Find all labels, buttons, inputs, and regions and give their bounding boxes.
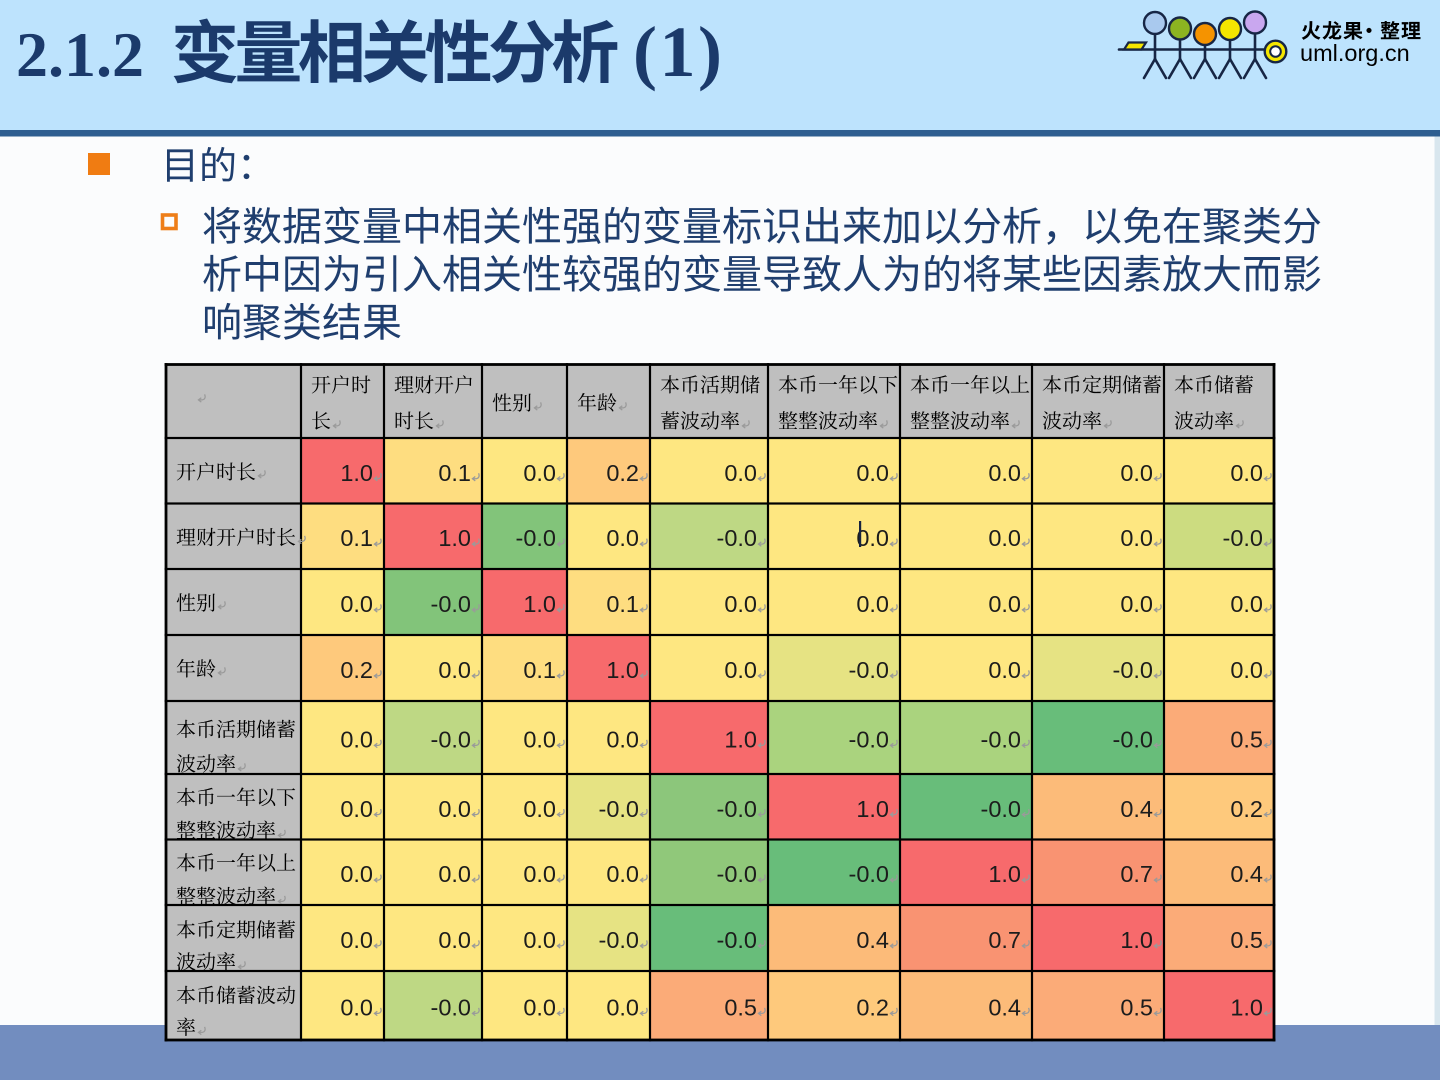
svg-text:0.0: 0.0 <box>1230 460 1263 486</box>
svg-text:-0.0: -0.0 <box>431 727 472 753</box>
svg-text:-0.0: -0.0 <box>516 525 557 551</box>
svg-text:(1): (1) <box>633 12 724 92</box>
svg-text:0.5: 0.5 <box>1230 727 1263 753</box>
svg-text:0.0: 0.0 <box>340 927 373 953</box>
svg-text:0.2: 0.2 <box>606 460 639 486</box>
svg-text:0.0: 0.0 <box>856 525 889 551</box>
svg-text:0.0: 0.0 <box>523 460 556 486</box>
svg-text:-0.0: -0.0 <box>717 525 758 551</box>
svg-text:0.0: 0.0 <box>438 861 471 887</box>
svg-text:0.0: 0.0 <box>1230 591 1263 617</box>
svg-text:0.0: 0.0 <box>340 727 373 753</box>
svg-text:0.0: 0.0 <box>724 657 757 683</box>
svg-text:0.0: 0.0 <box>988 657 1021 683</box>
svg-text:0.0: 0.0 <box>340 995 373 1021</box>
svg-text:1.0: 1.0 <box>523 591 556 617</box>
svg-text:0.1: 0.1 <box>340 525 373 551</box>
svg-text:-0.0: -0.0 <box>599 927 640 953</box>
svg-text:uml.org.cn: uml.org.cn <box>1300 40 1410 66</box>
svg-text:0.0: 0.0 <box>523 796 556 822</box>
svg-text:0.0: 0.0 <box>340 796 373 822</box>
svg-text:0.5: 0.5 <box>1230 927 1263 953</box>
svg-text:0.0: 0.0 <box>606 525 639 551</box>
svg-text:1.0: 1.0 <box>1120 927 1153 953</box>
svg-text:0.0: 0.0 <box>988 525 1021 551</box>
svg-text:0.0: 0.0 <box>523 927 556 953</box>
svg-text:0.1: 0.1 <box>523 657 556 683</box>
svg-text:-0.0: -0.0 <box>717 861 758 887</box>
svg-text:1.0: 1.0 <box>606 657 639 683</box>
svg-text:-0.0: -0.0 <box>849 657 890 683</box>
svg-text:0.1: 0.1 <box>606 591 639 617</box>
svg-text:0.5: 0.5 <box>1120 995 1153 1021</box>
svg-text:0.0: 0.0 <box>340 861 373 887</box>
svg-text:-0.0: -0.0 <box>431 995 472 1021</box>
svg-text:0.0: 0.0 <box>856 460 889 486</box>
svg-text:-0.0: -0.0 <box>1223 525 1264 551</box>
svg-text:0.0: 0.0 <box>988 591 1021 617</box>
svg-text:0.0: 0.0 <box>606 861 639 887</box>
svg-text:0.0: 0.0 <box>606 995 639 1021</box>
svg-text:1.0: 1.0 <box>724 727 757 753</box>
svg-text:-0.0: -0.0 <box>1113 727 1154 753</box>
svg-text:-0.0: -0.0 <box>981 796 1022 822</box>
svg-text:-0.0: -0.0 <box>431 591 472 617</box>
svg-text:-0.0: -0.0 <box>981 727 1022 753</box>
svg-text:0.2: 0.2 <box>856 995 889 1021</box>
svg-text:0.4: 0.4 <box>856 927 889 953</box>
svg-text:0.5: 0.5 <box>724 995 757 1021</box>
svg-text:0.1: 0.1 <box>438 460 471 486</box>
svg-text:1.0: 1.0 <box>856 796 889 822</box>
svg-text:-0.0: -0.0 <box>1113 657 1154 683</box>
svg-text:0.0: 0.0 <box>1120 591 1153 617</box>
svg-text:0.0: 0.0 <box>988 460 1021 486</box>
svg-text:0.0: 0.0 <box>724 591 757 617</box>
svg-text:0.2: 0.2 <box>1230 796 1263 822</box>
svg-text:0.0: 0.0 <box>438 657 471 683</box>
svg-text:0.7: 0.7 <box>988 927 1021 953</box>
svg-text:2.1.2: 2.1.2 <box>16 19 144 90</box>
svg-text:0.4: 0.4 <box>988 995 1021 1021</box>
svg-text:0.0: 0.0 <box>1120 525 1153 551</box>
svg-text:-0.0: -0.0 <box>849 861 890 887</box>
svg-text:0.0: 0.0 <box>1120 460 1153 486</box>
svg-text:0.2: 0.2 <box>340 657 373 683</box>
svg-text:1.0: 1.0 <box>988 861 1021 887</box>
svg-text:0.7: 0.7 <box>1120 861 1153 887</box>
svg-text:0.0: 0.0 <box>523 727 556 753</box>
svg-text:-0.0: -0.0 <box>849 727 890 753</box>
svg-text:1.0: 1.0 <box>1230 995 1263 1021</box>
svg-text:0.4: 0.4 <box>1230 861 1263 887</box>
svg-text:0.0: 0.0 <box>523 995 556 1021</box>
svg-text:-0.0: -0.0 <box>717 927 758 953</box>
svg-text:0.0: 0.0 <box>438 927 471 953</box>
svg-text:0.0: 0.0 <box>724 460 757 486</box>
svg-text:-0.0: -0.0 <box>717 796 758 822</box>
svg-text:0.0: 0.0 <box>856 591 889 617</box>
svg-text:0.0: 0.0 <box>606 727 639 753</box>
svg-text:0.0: 0.0 <box>1230 657 1263 683</box>
svg-text:0.0: 0.0 <box>523 861 556 887</box>
svg-text:0.4: 0.4 <box>1120 796 1153 822</box>
svg-text:0.0: 0.0 <box>438 796 471 822</box>
svg-text:-0.0: -0.0 <box>599 796 640 822</box>
svg-text:1.0: 1.0 <box>438 525 471 551</box>
svg-text:1.0: 1.0 <box>340 460 373 486</box>
svg-text:0.0: 0.0 <box>340 591 373 617</box>
